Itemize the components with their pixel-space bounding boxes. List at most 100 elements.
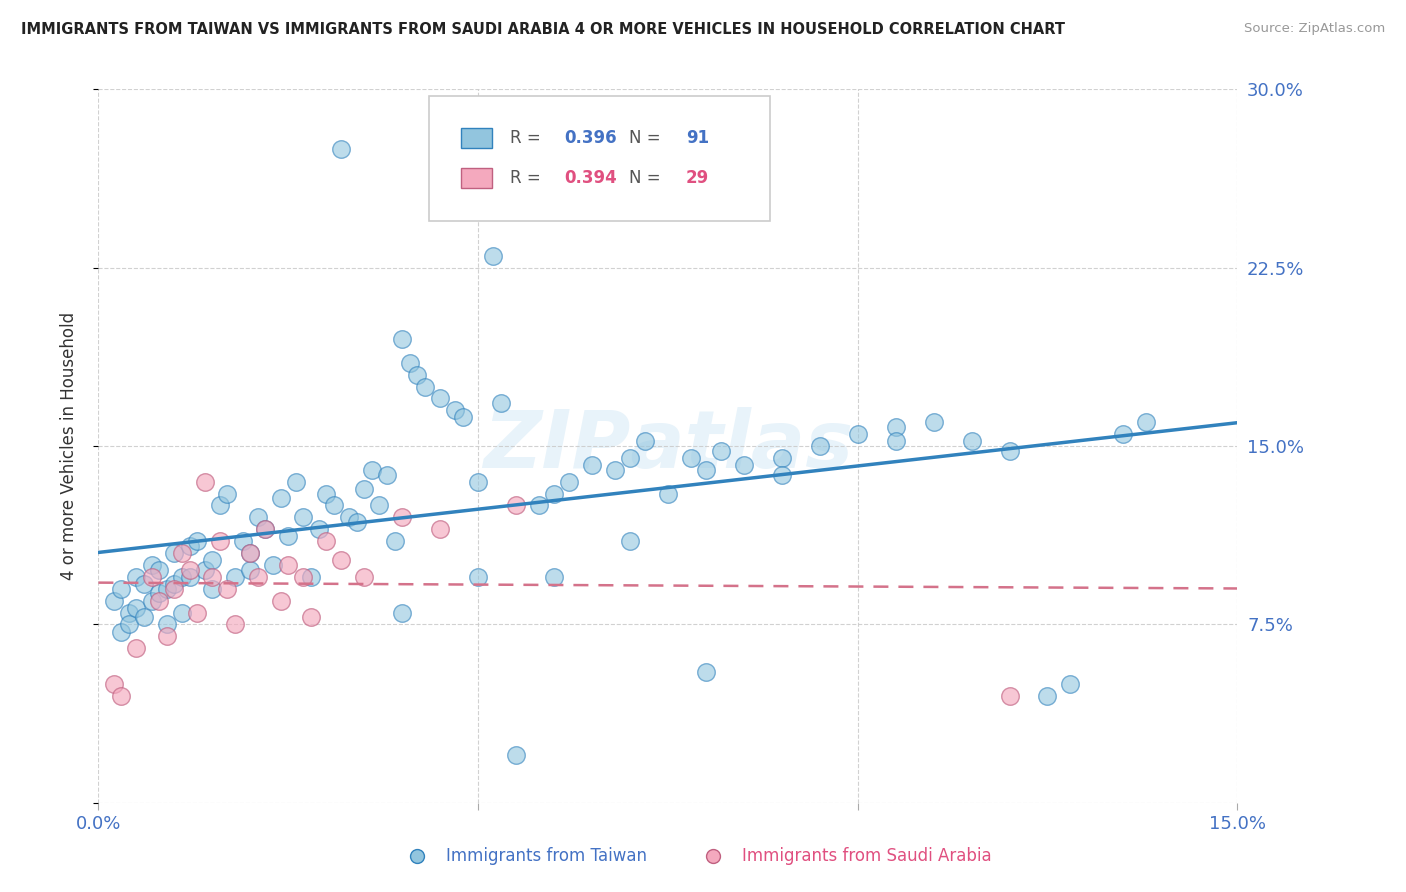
Point (299, 610, 322, 624)
Point (884, 420, 907, 434)
Point (619, 450, 641, 465)
Point (330, 142, 353, 156)
Y-axis label: 4 or more Vehicles in Household: 4 or more Vehicles in Household (59, 312, 77, 580)
Point (132, 610, 155, 624)
FancyBboxPatch shape (461, 169, 492, 188)
FancyBboxPatch shape (461, 128, 492, 148)
Point (384, 534, 406, 549)
Point (733, 458, 755, 472)
Point (201, 553, 224, 567)
Point (156, 582, 179, 596)
Text: N =: N = (628, 169, 666, 187)
Point (322, 499, 344, 513)
Point (170, 546, 193, 560)
Point (330, 553, 353, 567)
Point (103, 677, 125, 691)
Point (141, 570, 163, 584)
Point (292, 510, 315, 524)
Point (110, 689, 132, 703)
Point (246, 570, 269, 584)
Point (391, 510, 413, 524)
Point (141, 558, 163, 572)
Point (375, 467, 398, 482)
Point (208, 499, 231, 513)
Point (186, 606, 208, 620)
Point (179, 539, 201, 553)
Point (1135, 415, 1157, 429)
Point (451, 410, 474, 425)
Point (998, 443, 1021, 458)
Point (770, 450, 793, 465)
Point (413, 379, 436, 393)
Point (353, 570, 375, 584)
Point (239, 546, 262, 560)
Point (270, 491, 292, 506)
Point (346, 515, 368, 529)
Point (163, 546, 186, 560)
Point (884, 434, 907, 449)
Point (467, 475, 489, 489)
Point (634, 434, 657, 449)
Point (391, 332, 413, 346)
Text: Source: ZipAtlas.com: Source: ZipAtlas.com (1244, 22, 1385, 36)
Point (125, 570, 148, 584)
Point (299, 570, 322, 584)
Point (505, 499, 527, 513)
Point (110, 624, 132, 639)
Point (254, 522, 277, 536)
Point (406, 368, 429, 382)
Point (398, 356, 420, 370)
Point (353, 482, 375, 496)
Point (1059, 677, 1081, 691)
Point (201, 582, 224, 596)
Point (429, 392, 451, 406)
Point (277, 558, 299, 572)
Point (170, 570, 193, 584)
Point (619, 534, 641, 549)
Point (194, 475, 217, 489)
Point (846, 427, 869, 442)
Point (239, 546, 262, 560)
Point (156, 629, 179, 643)
Point (217, 486, 239, 500)
Point (232, 534, 254, 549)
Text: 0.396: 0.396 (564, 128, 617, 146)
Point (337, 510, 360, 524)
Point (163, 582, 186, 596)
Point (148, 593, 170, 607)
Point (262, 558, 284, 572)
Point (201, 570, 224, 584)
Point (695, 463, 717, 477)
Point (808, 439, 831, 453)
Point (360, 463, 382, 477)
FancyBboxPatch shape (429, 96, 770, 221)
Point (103, 593, 125, 607)
Point (489, 396, 512, 410)
Point (224, 617, 246, 632)
Text: R =: R = (509, 128, 546, 146)
Text: 0.394: 0.394 (564, 169, 617, 187)
Point (156, 617, 179, 632)
Point (179, 563, 201, 577)
Point (224, 570, 246, 584)
Point (527, 499, 550, 513)
Point (444, 403, 467, 417)
Point (208, 534, 231, 549)
Point (186, 534, 208, 549)
Point (308, 522, 330, 536)
Point (482, 249, 505, 263)
Point (292, 570, 315, 584)
Point (141, 593, 163, 607)
Point (710, 443, 733, 458)
Point (194, 563, 217, 577)
Point (239, 563, 262, 577)
Point (543, 486, 565, 500)
Point (246, 510, 269, 524)
Point (770, 467, 793, 482)
Point (429, 522, 451, 536)
Point (581, 458, 603, 472)
Point (467, 570, 489, 584)
Point (505, 748, 527, 763)
Point (254, 522, 277, 536)
Point (132, 577, 155, 591)
